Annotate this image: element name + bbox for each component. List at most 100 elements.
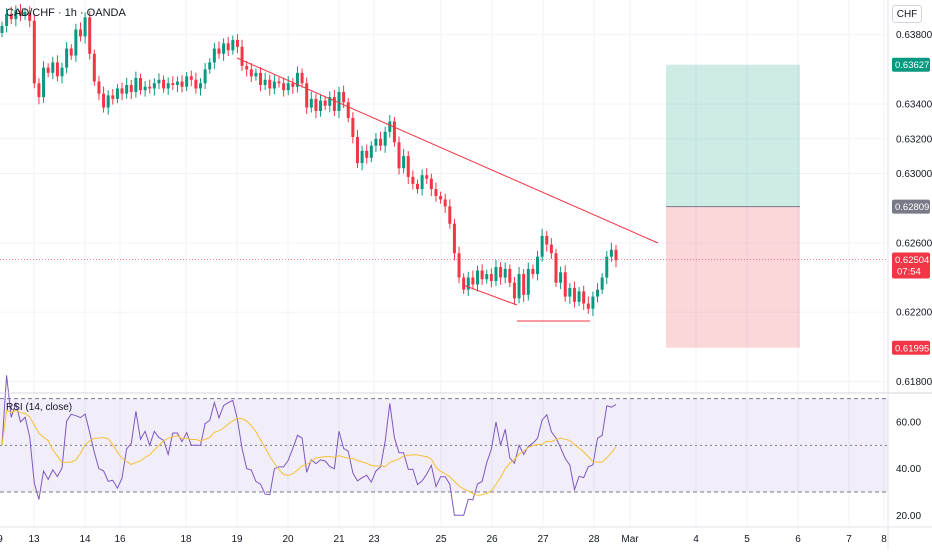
candle-body	[309, 98, 313, 108]
candles	[0, 3, 618, 316]
candle-body	[226, 43, 230, 51]
candle-body	[545, 235, 549, 245]
candle-body	[448, 206, 452, 224]
candle-body	[148, 86, 152, 89]
candle-body	[88, 17, 92, 54]
candle-body	[485, 274, 489, 280]
candle-body	[282, 83, 286, 91]
price-label-bg	[892, 199, 930, 214]
time-tick-label: 20	[282, 534, 294, 545]
candle-body	[466, 277, 470, 290]
candle-body	[92, 53, 96, 82]
candle-body	[596, 289, 600, 297]
candle-body	[157, 79, 161, 84]
price-label-stop-loss: 0.61995	[892, 340, 930, 355]
candle-body	[508, 268, 512, 283]
candle-body	[323, 100, 327, 106]
candle-body	[499, 267, 503, 278]
candle-body	[194, 79, 198, 89]
candle-body	[254, 72, 258, 77]
candle-body	[443, 199, 447, 207]
candle-body	[402, 156, 406, 169]
price-tick-label: 0.62200	[896, 308, 932, 319]
candle-body	[106, 95, 110, 108]
price-tick-label: 0.63400	[896, 100, 932, 111]
time-tick-label: 27	[537, 534, 549, 545]
candle-body	[397, 142, 401, 169]
candle-body	[295, 72, 299, 87]
candle-body	[42, 67, 46, 98]
price-tick-label: 0.62600	[896, 238, 932, 249]
candle-body	[222, 43, 226, 54]
candle-body	[138, 78, 142, 91]
candle-body	[614, 249, 618, 261]
candle-body	[536, 256, 540, 275]
price-tick-label: 0.63800	[896, 30, 932, 41]
time-tick-label: 5	[744, 534, 750, 545]
time-tick-label: 7	[846, 534, 852, 545]
candle-body	[337, 91, 341, 112]
candle-body	[97, 81, 101, 94]
candle-body	[5, 13, 9, 27]
rsi-tick-label: 20.00	[896, 511, 921, 522]
candle-body	[314, 98, 318, 112]
candle-body	[526, 268, 530, 295]
candle-body	[554, 253, 558, 283]
candle-body	[268, 79, 272, 89]
candle-body	[392, 121, 396, 143]
candle-body	[351, 117, 355, 138]
candle-body	[166, 83, 170, 89]
candle-body	[180, 81, 184, 87]
candle-body	[249, 69, 253, 77]
candle-body	[120, 88, 124, 94]
candle-body	[240, 46, 244, 66]
candle-body	[129, 84, 133, 92]
currency-badge[interactable]: CHF	[892, 5, 922, 23]
price-label-value: 0.62504	[895, 255, 929, 266]
time-tick-label: 19	[231, 534, 243, 545]
candle-body	[235, 39, 239, 47]
price-label-bg	[892, 340, 930, 355]
time-tick-label: 28	[588, 534, 600, 545]
candle-body	[494, 267, 498, 281]
candle-body	[60, 67, 64, 77]
rsi-tick-label: 40.00	[896, 464, 921, 475]
candle-body	[452, 223, 456, 254]
candle-body	[217, 48, 221, 54]
candle-body	[411, 176, 415, 184]
price-label-bg	[892, 57, 930, 72]
price-label-take-profit: 0.63627	[892, 57, 930, 72]
candle-body	[540, 235, 544, 257]
candle-body	[503, 268, 507, 278]
stop-zone	[666, 206, 800, 348]
candle-body	[512, 282, 516, 299]
candle-body	[586, 303, 590, 309]
candle-body	[476, 270, 480, 285]
candle-body	[563, 272, 567, 297]
candle-body	[162, 79, 166, 89]
candle-body	[328, 97, 332, 106]
candle-body	[134, 78, 138, 92]
candle-body	[462, 277, 466, 290]
candle-body	[531, 268, 535, 275]
candle-body	[360, 150, 364, 164]
rsi-title[interactable]: RSI (14, close)	[6, 402, 73, 413]
candle-body	[65, 48, 69, 68]
candle-body	[346, 102, 350, 118]
candle-body	[69, 48, 73, 56]
candle-body	[152, 83, 156, 89]
candle-body	[605, 256, 609, 278]
candle-body	[208, 62, 212, 70]
candle-body	[189, 76, 193, 80]
symbol-title[interactable]: CAD/CHF · 1h · OANDA	[6, 7, 126, 19]
candle-body	[143, 86, 147, 91]
candle-body	[305, 83, 309, 108]
rsi-band	[0, 398, 888, 493]
candle-body	[480, 270, 484, 280]
time-tick-label: 8	[881, 534, 887, 545]
candle-body	[559, 272, 563, 283]
price-tick-label: 0.63000	[896, 169, 932, 180]
candle-body	[272, 81, 276, 89]
candle-body	[383, 131, 387, 146]
